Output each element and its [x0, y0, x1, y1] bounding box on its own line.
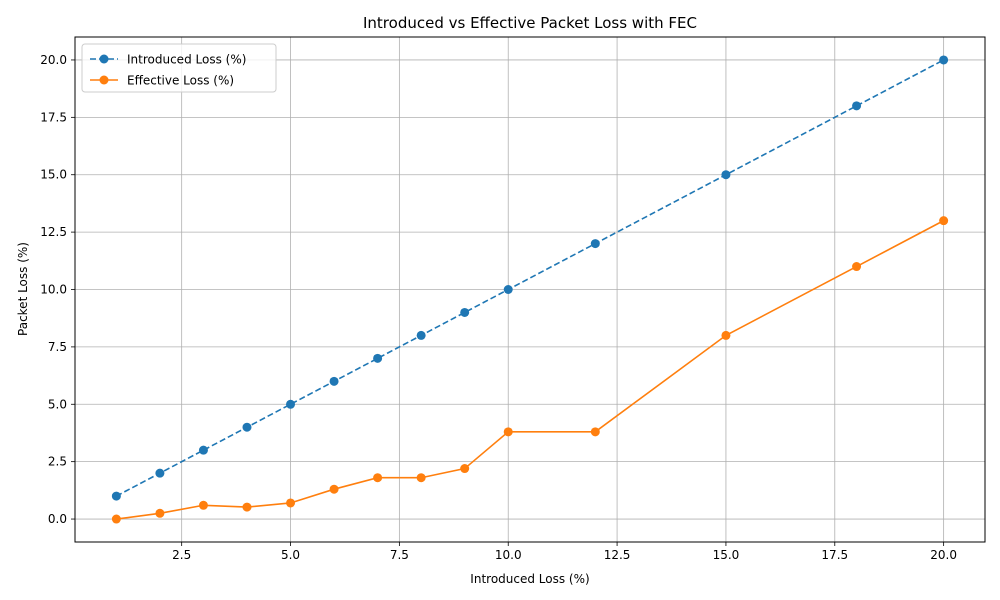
data-point-1 — [416, 473, 426, 483]
data-point-1 — [373, 473, 383, 483]
y-axis-ticks: 0.0 2.5 5.0 7.5 10.0 12.5 15.0 17.5 20.0 — [40, 53, 75, 526]
legend: Introduced Loss (%) Effective Loss (%) — [81, 43, 277, 93]
y-tick-label: 12.5 — [40, 225, 67, 239]
grid-lines — [75, 37, 985, 542]
data-point-1 — [111, 514, 121, 524]
data-point-1 — [198, 500, 208, 510]
x-axis-label: Introduced Loss (%) — [470, 572, 589, 586]
y-tick-label: 17.5 — [40, 110, 67, 124]
series-line-1 — [116, 219, 945, 520]
data-point-0 — [329, 376, 339, 386]
y-tick-label: 10.0 — [40, 283, 67, 297]
x-tick-label: 17.5 — [821, 548, 848, 562]
legend-label-effective: Effective Loss (%) — [127, 74, 234, 88]
data-point-1 — [721, 330, 731, 340]
data-point-0 — [939, 55, 949, 65]
x-tick-label: 5.0 — [281, 548, 300, 562]
y-tick-label: 0.0 — [48, 512, 67, 526]
y-tick-label: 2.5 — [48, 455, 67, 469]
data-point-0 — [286, 399, 296, 409]
y-tick-label: 7.5 — [48, 340, 67, 354]
y-tick-label: 20.0 — [40, 53, 67, 67]
x-tick-label: 10.0 — [495, 548, 522, 562]
x-tick-label: 12.5 — [604, 548, 631, 562]
data-point-0 — [503, 285, 513, 294]
data-point-0 — [416, 330, 426, 340]
y-tick-label: 15.0 — [40, 168, 67, 182]
x-tick-label: 15.0 — [713, 548, 740, 562]
data-point-1 — [242, 502, 252, 512]
data-point-0 — [111, 491, 121, 501]
x-tick-label: 2.5 — [172, 548, 191, 562]
data-point-0 — [198, 445, 208, 455]
data-point-1 — [852, 262, 862, 272]
data-point-0 — [460, 307, 470, 317]
data-point-1 — [590, 427, 600, 437]
chart-title: Introduced vs Effective Packet Loss with… — [363, 14, 697, 32]
data-point-0 — [590, 239, 600, 249]
data-point-0 — [155, 468, 165, 478]
data-point-1 — [155, 508, 165, 518]
series-line-0 — [115, 59, 945, 497]
data-point-1 — [329, 484, 339, 494]
series-layer — [111, 55, 949, 524]
data-point-1 — [460, 464, 470, 474]
x-tick-label: 20.0 — [930, 548, 957, 562]
x-tick-label: 7.5 — [390, 548, 409, 562]
legend-marker-introduced — [99, 54, 109, 64]
legend-box — [81, 43, 277, 93]
data-point-0 — [242, 422, 252, 432]
data-point-1 — [503, 427, 513, 437]
y-axis-label: Packet Loss (%) — [16, 242, 30, 336]
data-point-0 — [721, 170, 731, 180]
data-point-0 — [852, 101, 862, 111]
data-point-0 — [373, 353, 383, 363]
data-point-1 — [286, 498, 296, 508]
data-point-1 — [939, 216, 949, 226]
y-tick-label: 5.0 — [48, 397, 67, 411]
x-axis-ticks: 2.5 5.0 7.5 10.0 12.5 15.0 17.5 20.0 — [172, 542, 957, 562]
legend-marker-effective — [99, 75, 109, 85]
legend-label-introduced: Introduced Loss (%) — [127, 53, 246, 67]
